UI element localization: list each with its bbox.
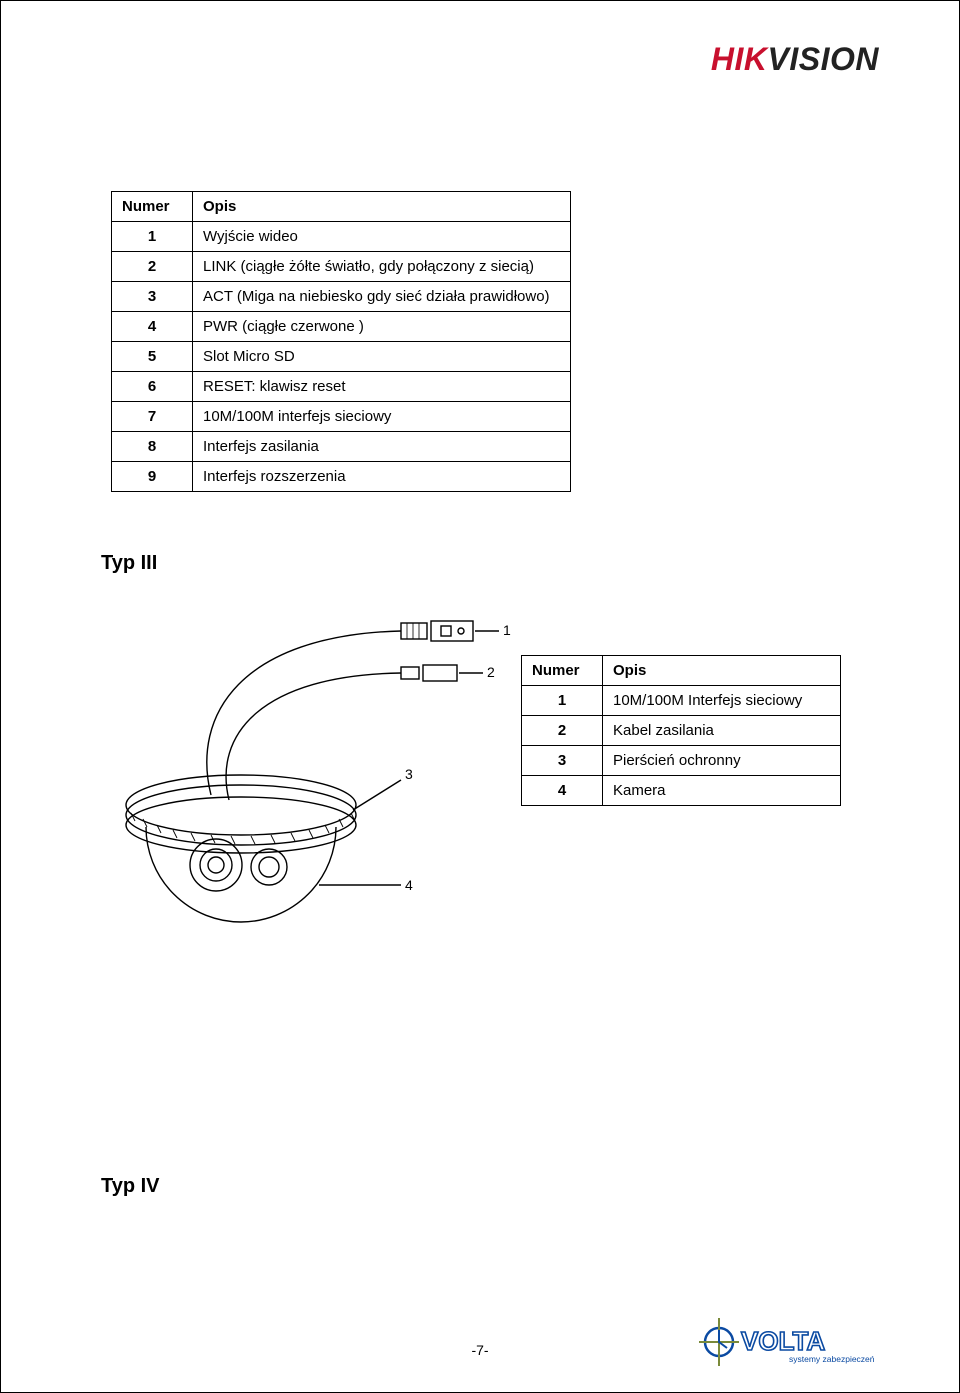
row-desc: PWR (ciągłe czerwone ) — [193, 312, 571, 342]
callout-1-label: 1 — [503, 622, 511, 638]
row-num: 9 — [112, 462, 193, 492]
brand-logo: HIKVISION — [711, 41, 879, 78]
volta-logo-subtext: systemy zabezpieczeń — [789, 1354, 875, 1364]
table-row: 2LINK (ciągłe żółte światło, gdy połączo… — [112, 252, 571, 282]
col-opis-header: Opis — [193, 192, 571, 222]
row-desc: ACT (Miga na niebiesko gdy sieć działa p… — [193, 282, 571, 312]
table-row: 4PWR (ciągłe czerwone ) — [112, 312, 571, 342]
row-desc: Pierścień ochronny — [603, 746, 841, 776]
row-num: 4 — [522, 776, 603, 806]
row-num: 2 — [522, 716, 603, 746]
col-numer-header: Numer — [522, 656, 603, 686]
row-desc: Slot Micro SD — [193, 342, 571, 372]
table-row: 5Slot Micro SD — [112, 342, 571, 372]
row-num: 5 — [112, 342, 193, 372]
row-desc: Kamera — [603, 776, 841, 806]
typ3-area: 1 2 3 4 Numer Opis 110M/100M Interfejs s… — [101, 585, 879, 945]
row-num: 4 — [112, 312, 193, 342]
table-row: 8Interfejs zasilania — [112, 432, 571, 462]
table-row: 3Pierścień ochronny — [522, 746, 841, 776]
table-row: 6RESET: klawisz reset — [112, 372, 571, 402]
row-num: 3 — [112, 282, 193, 312]
row-desc: LINK (ciągłe żółte światło, gdy połączon… — [193, 252, 571, 282]
volta-logo-text: VOLTA — [741, 1326, 825, 1356]
table1-container: Numer Opis 1Wyjście wideo 2LINK (ciągłe … — [111, 191, 879, 492]
typ4-heading: Typ IV — [101, 1175, 879, 1198]
table-row: 9Interfejs rozszerzenia — [112, 462, 571, 492]
row-num: 1 — [112, 222, 193, 252]
table-row: 1Wyjście wideo — [112, 222, 571, 252]
table-row: 710M/100M interfejs sieciowy — [112, 402, 571, 432]
table-row: 110M/100M Interfejs sieciowy — [522, 686, 841, 716]
col-opis-header: Opis — [603, 656, 841, 686]
row-num: 1 — [522, 686, 603, 716]
page: HIKVISION Numer Opis 1Wyjście wideo 2LIN… — [0, 0, 960, 1393]
row-desc: Kabel zasilania — [603, 716, 841, 746]
row-desc: RESET: klawisz reset — [193, 372, 571, 402]
row-desc: 10M/100M Interfejs sieciowy — [603, 686, 841, 716]
typ3-heading: Typ III — [101, 552, 879, 575]
row-num: 3 — [522, 746, 603, 776]
table-row: 4Kamera — [522, 776, 841, 806]
table-header-row: Numer Opis — [112, 192, 571, 222]
connector-table-1: Numer Opis 1Wyjście wideo 2LINK (ciągłe … — [111, 191, 571, 492]
row-desc: Wyjście wideo — [193, 222, 571, 252]
col-numer-header: Numer — [112, 192, 193, 222]
content-area: Numer Opis 1Wyjście wideo 2LINK (ciągłe … — [81, 191, 879, 1198]
brand-logo-part2: VISION — [768, 41, 879, 77]
table-row: 2Kabel zasilania — [522, 716, 841, 746]
row-desc: Interfejs rozszerzenia — [193, 462, 571, 492]
row-num: 6 — [112, 372, 193, 402]
callout-2-label: 2 — [487, 664, 495, 680]
row-num: 2 — [112, 252, 193, 282]
table-header-row: Numer Opis — [522, 656, 841, 686]
row-num: 7 — [112, 402, 193, 432]
row-desc: 10M/100M interfejs sieciowy — [193, 402, 571, 432]
row-desc: Interfejs zasilania — [193, 432, 571, 462]
callout-4-label: 4 — [405, 877, 413, 893]
typ3-table: Numer Opis 110M/100M Interfejs sieciowy … — [521, 655, 841, 806]
row-num: 8 — [112, 432, 193, 462]
table-row: 3ACT (Miga na niebiesko gdy sieć działa … — [112, 282, 571, 312]
callout-3-label: 3 — [405, 766, 413, 782]
typ3-diagram: 1 2 3 4 — [101, 595, 511, 935]
brand-logo-part1: HIK — [711, 41, 768, 77]
volta-logo: VOLTA systemy zabezpieczeń — [699, 1316, 889, 1368]
